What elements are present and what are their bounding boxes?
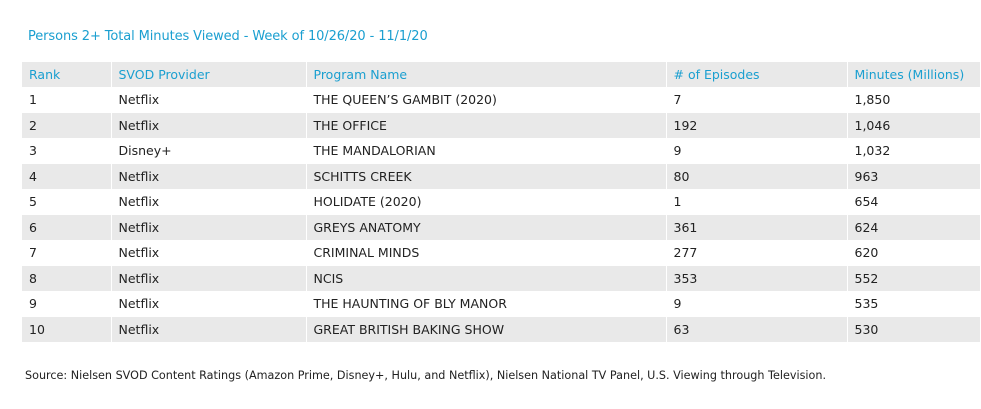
rank-cell: 6 (22, 214, 112, 240)
table-row: 3 Disney+ THE MANDALORIAN 9 1,032 (22, 138, 980, 164)
table-row: 7 Netflix CRIMINAL MINDS 277 620 (22, 240, 980, 266)
provider-cell: Netflix (111, 265, 307, 291)
minutes-cell: 1,032 (847, 138, 980, 164)
column-header-rank: Rank (22, 62, 112, 87)
provider-cell: Netflix (111, 163, 307, 189)
rank-cell: 8 (22, 265, 112, 291)
minutes-cell: 1,046 (847, 112, 980, 138)
minutes-cell: 530 (847, 316, 980, 342)
table-body: 1 Netflix THE QUEEN’S GAMBIT (2020) 7 1,850 2… (22, 87, 980, 342)
program-cell: THE MANDALORIAN (306, 138, 667, 164)
provider-cell: Netflix (111, 240, 307, 266)
minutes-cell: 1,850 (847, 87, 980, 113)
provider-cell: Netflix (111, 291, 307, 317)
episodes-cell: 277 (666, 240, 848, 266)
provider-cell: Netflix (111, 316, 307, 342)
episodes-cell: 1 (666, 189, 848, 215)
rank-cell: 4 (22, 163, 112, 189)
program-cell: THE HAUNTING OF BLY MANOR (306, 291, 667, 317)
program-cell: THE OFFICE (306, 112, 667, 138)
column-header-minutes: Minutes (Millions) (847, 62, 980, 87)
program-cell: CRIMINAL MINDS (306, 240, 667, 266)
program-cell: SCHITTS CREEK (306, 163, 667, 189)
header-row: Rank SVOD Provider Program Name # of Epi… (22, 62, 980, 87)
provider-cell: Disney+ (111, 138, 307, 164)
table-row: 9 Netflix THE HAUNTING OF BLY MANOR 9 535 (22, 291, 980, 317)
minutes-cell: 624 (847, 214, 980, 240)
episodes-cell: 80 (666, 163, 848, 189)
provider-cell: Netflix (111, 87, 307, 113)
minutes-cell: 552 (847, 265, 980, 291)
program-cell: THE QUEEN’S GAMBIT (2020) (306, 87, 667, 113)
episodes-cell: 361 (666, 214, 848, 240)
table-row: 1 Netflix THE QUEEN’S GAMBIT (2020) 7 1,850 (22, 87, 980, 113)
rank-cell: 3 (22, 138, 112, 164)
ratings-table: Rank SVOD Provider Program Name # of Epi… (22, 62, 980, 342)
rank-cell: 9 (22, 291, 112, 317)
table-row: 2 Netflix THE OFFICE 192 1,046 (22, 112, 980, 138)
provider-cell: Netflix (111, 214, 307, 240)
minutes-cell: 963 (847, 163, 980, 189)
column-header-episodes: # of Episodes (666, 62, 848, 87)
episodes-cell: 353 (666, 265, 848, 291)
source-note: Source: Nielsen SVOD Content Ratings (Am… (25, 369, 827, 382)
column-header-provider: SVOD Provider (111, 62, 307, 87)
minutes-cell: 654 (847, 189, 980, 215)
minutes-cell: 535 (847, 291, 980, 317)
column-header-program: Program Name (306, 62, 667, 87)
rank-cell: 5 (22, 189, 112, 215)
rank-cell: 2 (22, 112, 112, 138)
episodes-cell: 192 (666, 112, 848, 138)
table-row: 10 Netflix GREAT BRITISH BAKING SHOW 63 530 (22, 316, 980, 342)
rank-cell: 10 (22, 316, 112, 342)
program-cell: HOLIDATE (2020) (306, 189, 667, 215)
provider-cell: Netflix (111, 112, 307, 138)
episodes-cell: 9 (666, 138, 848, 164)
program-cell: GREAT BRITISH BAKING SHOW (306, 316, 667, 342)
program-cell: GREYS ANATOMY (306, 214, 667, 240)
episodes-cell: 9 (666, 291, 848, 317)
table-row: 4 Netflix SCHITTS CREEK 80 963 (22, 163, 980, 189)
episodes-cell: 7 (666, 87, 848, 113)
provider-cell: Netflix (111, 189, 307, 215)
rank-cell: 1 (22, 87, 112, 113)
table-row: 5 Netflix HOLIDATE (2020) 1 654 (22, 189, 980, 215)
table-row: 6 Netflix GREYS ANATOMY 361 624 (22, 214, 980, 240)
episodes-cell: 63 (666, 316, 848, 342)
table-title: Persons 2+ Total Minutes Viewed - Week o… (28, 29, 428, 44)
minutes-cell: 620 (847, 240, 980, 266)
program-cell: NCIS (306, 265, 667, 291)
rank-cell: 7 (22, 240, 112, 266)
table-row: 8 Netflix NCIS 353 552 (22, 265, 980, 291)
